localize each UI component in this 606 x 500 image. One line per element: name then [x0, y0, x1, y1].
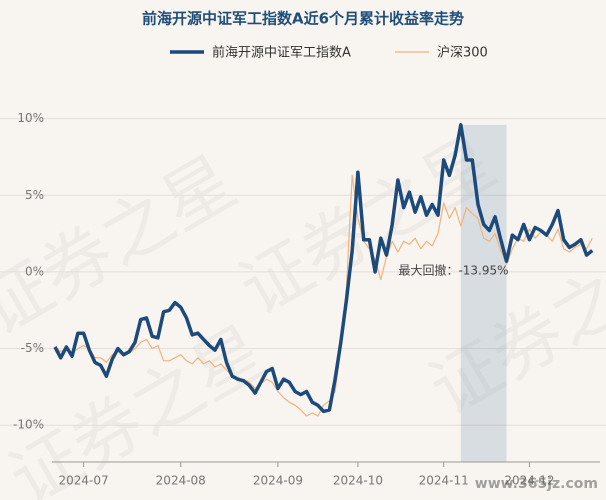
x-tick-label: 2024-12 [504, 474, 554, 488]
site-watermark: www.365jz.com [475, 476, 598, 492]
x-tick-label: 2024-11 [419, 474, 469, 488]
watermark: 证券之星 [0, 310, 279, 500]
y-tick-label: 10% [17, 111, 44, 125]
chart-title: 前海开源中证军工指数A近6个月累计收益率走势 [142, 10, 464, 28]
annotation: 最大回撤：-13.95% [398, 263, 508, 278]
watermark: 证券之星 [0, 140, 249, 351]
y-tick-label: -5% [21, 341, 44, 355]
y-tick-label: 0% [25, 264, 44, 278]
series-line [54, 174, 593, 417]
x-tick-label: 2024-08 [156, 474, 206, 488]
x-tick-label: 2024-07 [59, 474, 109, 488]
series-line [53, 123, 594, 414]
y-tick-label: 5% [25, 188, 44, 202]
y-tick-label: -10% [13, 418, 44, 432]
x-tick-label: 2024-09 [253, 474, 303, 488]
legend-label: 沪深300 [437, 45, 488, 61]
drawdown-area [460, 124, 507, 462]
legend-label: 前海开源中证军工指数A [212, 45, 351, 61]
x-tick-label: 2024-10 [333, 474, 383, 488]
